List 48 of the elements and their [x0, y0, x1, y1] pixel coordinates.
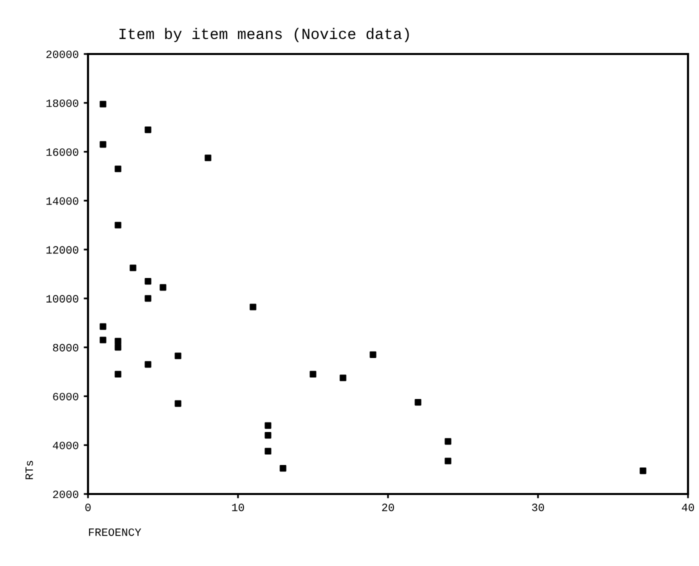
- point: [114, 344, 122, 351]
- point: [144, 295, 152, 302]
- x-tick-label: 30: [532, 504, 544, 512]
- point: [340, 374, 346, 382]
- point: [264, 432, 272, 439]
- y-tick-label: 16000: [46, 148, 78, 156]
- point: [114, 222, 122, 228]
- point: [414, 399, 422, 406]
- x-tick-label: 0: [85, 504, 91, 512]
- point: [100, 323, 106, 330]
- y-tick-label: 8000: [53, 344, 78, 352]
- point: [100, 141, 106, 148]
- point: [174, 400, 182, 407]
- point: [130, 264, 136, 272]
- point: [144, 361, 152, 368]
- point: [250, 304, 256, 310]
- point: [160, 284, 166, 291]
- y-tick-label: 14000: [46, 197, 78, 205]
- y-tick-label: 20000: [46, 50, 78, 58]
- point: [144, 126, 152, 134]
- point: [114, 338, 122, 345]
- x-axis-title: FREOENCY: [89, 528, 142, 536]
- y-tick-label: 18000: [46, 99, 78, 108]
- point: [310, 370, 316, 378]
- point: [100, 100, 106, 108]
- x-tick-label: 40: [682, 504, 694, 512]
- y-tick-label: 12000: [46, 246, 78, 254]
- point: [204, 154, 212, 162]
- y-tick-label: 10000: [46, 295, 78, 303]
- y-tick-label: 2000: [53, 490, 78, 498]
- y-tick-label: 4000: [52, 442, 78, 450]
- point: [114, 166, 122, 172]
- point: [174, 352, 182, 360]
- y-tick-label: 6000: [53, 392, 78, 400]
- x-tick-label: 20: [382, 504, 394, 512]
- point: [114, 370, 122, 378]
- point: [640, 467, 646, 474]
- point: [444, 458, 452, 464]
- chart-title: Item by item means (Novice data): [120, 28, 409, 42]
- point: [280, 465, 286, 472]
- point: [444, 438, 452, 445]
- point: [144, 278, 152, 285]
- point: [264, 448, 272, 455]
- point: [100, 336, 106, 344]
- point: [264, 422, 272, 429]
- x-tick-label: 10: [232, 504, 244, 512]
- y-axis-title: RTs: [26, 460, 33, 480]
- point: [370, 351, 376, 358]
